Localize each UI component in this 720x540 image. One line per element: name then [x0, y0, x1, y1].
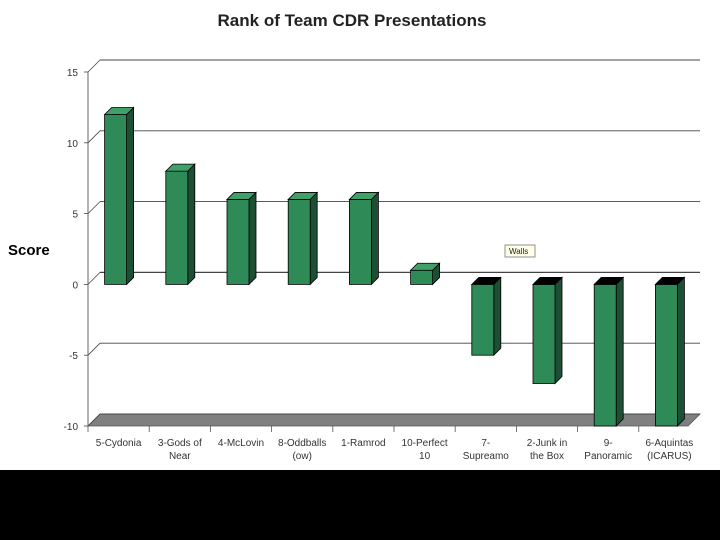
plot-area: 15 10 5 0 -5 -10 5-Cydonia 3-Gods of Near 4-McLov… — [64, 59, 701, 462]
bar-top — [409, 262, 441, 271]
y-tick-label: -10 — [64, 422, 79, 433]
bar — [410, 269, 434, 285]
bar — [287, 199, 311, 285]
gridline-connector — [87, 272, 101, 285]
bar — [226, 199, 250, 285]
gridline-connector — [87, 201, 101, 214]
x-tick-label-line: 2-Junk in — [527, 438, 568, 449]
bar-side — [554, 276, 563, 385]
walls-tooltip: Walls — [504, 244, 536, 258]
x-tick-label-line: 10-Perfect — [402, 438, 448, 449]
bar-top — [593, 276, 625, 285]
bar-side — [248, 191, 257, 286]
gridline-connector — [87, 130, 101, 144]
x-tick-label-line: Panoramic — [584, 451, 632, 462]
bar-side — [677, 276, 685, 427]
x-tick-label: 4-McLovin — [218, 438, 264, 449]
bar — [532, 283, 556, 384]
bar-top — [470, 276, 502, 285]
bar — [471, 283, 495, 356]
y-tick-label: 10 — [67, 139, 79, 150]
bar-side — [187, 163, 196, 286]
bar — [348, 199, 372, 285]
bar-side — [493, 276, 502, 357]
gridline-connector — [87, 413, 101, 427]
x-tick-label: 10-Perfect 10 — [402, 438, 448, 462]
x-tick-label-line: 5-Cydonia — [96, 438, 142, 449]
x-tick-label-line: 3-Gods of — [158, 438, 202, 449]
bar-top — [226, 192, 257, 200]
bar-top — [348, 192, 380, 200]
y-tick-label: 5 — [72, 210, 78, 221]
bar-side — [370, 191, 379, 286]
bar-side — [615, 276, 624, 427]
x-tick-label-line: the Box — [530, 451, 564, 462]
x-tick-label: 5-Cydonia — [96, 438, 142, 449]
x-tick-label-line: 4-McLovin — [218, 438, 264, 449]
x-tick-label-line: 10 — [419, 451, 431, 462]
bar-top — [103, 107, 135, 115]
bar-top — [287, 192, 319, 200]
x-tick-label-line: Near — [169, 451, 191, 462]
x-tick-label: 9- Panoramic — [584, 438, 632, 462]
bar-top — [164, 163, 196, 172]
x-tick-label-line: Supreamo — [463, 451, 510, 462]
x-tick-label-line: 6-Aquintas — [645, 438, 693, 449]
y-tick-label: 0 — [72, 280, 78, 291]
bar — [655, 283, 678, 427]
gridline-connector — [87, 342, 101, 356]
chart-title: Rank of Team CDR Presentations — [218, 11, 487, 30]
gridline-connector — [87, 59, 101, 73]
y-tick-label: 15 — [67, 68, 79, 79]
x-tick-label-line: (ICARUS) — [647, 451, 691, 462]
x-tick-label-line: 7- — [481, 438, 490, 449]
y-tick-label: -5 — [69, 351, 78, 362]
x-tick-label: 8-Oddballs (ow) — [278, 438, 326, 462]
x-tick-label-line: 9- — [604, 438, 613, 449]
x-tick-label: 1-Ramrod — [341, 438, 385, 449]
x-tick-label-line: 1-Ramrod — [341, 438, 385, 449]
bottom-black-band — [0, 470, 720, 540]
x-tick-label: 2-Junk in the Box — [527, 438, 568, 462]
bar-side — [126, 106, 135, 286]
bar-top — [532, 276, 563, 285]
y-axis-label: Score — [8, 242, 50, 259]
bar-side — [309, 191, 318, 286]
x-tick-label-line: 8-Oddballs — [278, 438, 326, 449]
x-tick-label: 3-Gods of Near — [158, 438, 202, 462]
bar — [165, 170, 189, 285]
x-tick-label: 7- Supreamo — [463, 438, 510, 462]
bar — [593, 283, 617, 427]
tooltip-label: Walls — [509, 247, 528, 256]
x-tick-label-line: (ow) — [292, 451, 311, 462]
bar-top — [654, 276, 686, 285]
bar — [104, 114, 127, 285]
x-tick-label: 6-Aquintas (ICARUS) — [645, 438, 693, 462]
